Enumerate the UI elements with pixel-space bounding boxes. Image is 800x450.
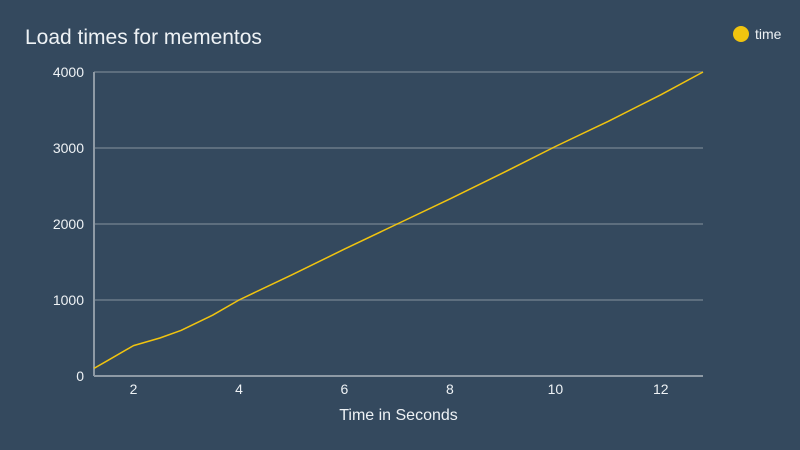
chart-title: Load times for mementos: [25, 26, 262, 49]
x-tick-label: 4: [235, 381, 243, 397]
series-layer: [93, 71, 704, 370]
legend-label: time: [755, 26, 782, 42]
x-tick-label: 8: [446, 381, 454, 397]
y-tick-label: 1000: [53, 292, 84, 308]
y-tick-label: 2000: [53, 216, 84, 232]
axis-layer: [93, 72, 703, 377]
x-tick-label: 2: [130, 381, 138, 397]
x-tick-label: 10: [548, 381, 564, 397]
x-tick-label: 6: [341, 381, 349, 397]
y-tick-label: 3000: [53, 140, 84, 156]
x-axis-title: Time in Seconds: [339, 407, 458, 424]
legend-swatch: [733, 26, 749, 42]
grid-layer: [94, 71, 703, 301]
series-line-time: [93, 71, 704, 370]
tick-layer: 0 1000 2000 3000 4000 2 4 6 8 10 12: [53, 64, 669, 397]
legend[interactable]: time: [733, 26, 781, 42]
y-tick-label: 4000: [53, 64, 84, 80]
x-tick-label: 12: [653, 381, 669, 397]
y-tick-label: 0: [76, 368, 84, 384]
